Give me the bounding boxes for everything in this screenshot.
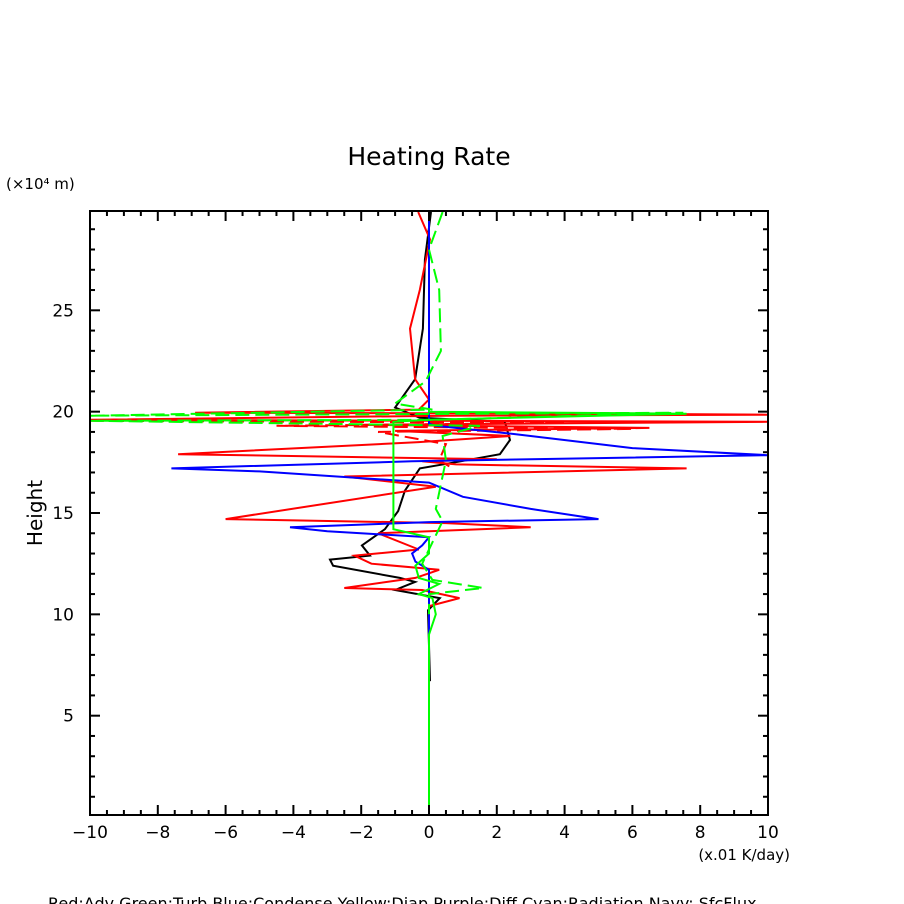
x-tick-label: 0 [424,823,435,843]
chart-title: Heating Rate [347,142,510,171]
y-tick-label: 5 [63,707,74,727]
axes-group: −10 −8 −6 −4 −2 0 2 4 6 8 10 5 10 15 20 25 [52,210,779,843]
y-tick-label: 20 [52,403,74,423]
y-tick-label: 25 [52,301,74,321]
x-tick-label: −2 [349,823,374,843]
y-axis-label: Height [23,480,47,546]
x-tick-label: 2 [491,823,502,843]
series-group [90,211,768,815]
series-line-condense [171,212,768,815]
x-tick-label: 6 [627,823,638,843]
series-line-total [328,211,512,682]
x-tick-label: 8 [695,823,706,843]
x-tick-label: 4 [559,823,570,843]
legend-text: Red:Adv Green:Turb Blue:Condense Yellow:… [48,894,757,904]
y-unit-label: (×10⁴ m) [6,175,75,193]
x-tick-label: −8 [145,823,170,843]
x-unit-label: (x.01 K/day) [698,846,790,864]
y-tick-label: 10 [52,605,74,625]
x-tick-label: −6 [213,823,238,843]
y-tick-label: 15 [52,504,74,524]
x-tick-label: 10 [757,823,779,843]
x-tick-label: −10 [72,823,108,843]
series-line-turb-dashed [90,211,684,615]
x-tick-label: −4 [281,823,306,843]
series-line-adv-dashed [90,419,633,468]
